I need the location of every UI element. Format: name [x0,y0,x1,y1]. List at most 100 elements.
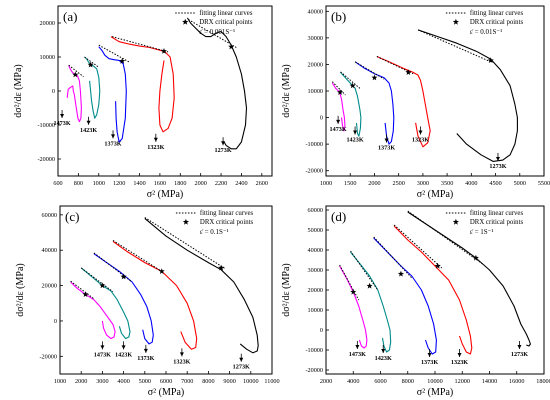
y-tick-label: 40000 [308,247,323,254]
temperature-label: 1273K [233,364,250,371]
y-axis-label: dσ²/dε (MPa) [281,263,292,316]
y-tick-label: 40000 [308,8,323,15]
fit-line-1323K [393,224,443,269]
curve-1423K [80,267,131,340]
x-axis-label: σ² (MPa) [147,189,183,200]
temperature-label: 1323K [173,358,190,365]
x-tick-label: 2000 [368,180,380,187]
drx-point-1423K [87,61,94,68]
y-tick-label: -20000 [305,367,323,374]
x-tick-label: 800 [74,180,83,187]
x-tick-label: 2200 [215,180,227,187]
drx-point-1373K [397,270,404,277]
panel-label: (d) [331,209,346,224]
arrow-head-icon [86,120,91,125]
series-1323K: 1323K [376,55,431,148]
series-1423K: 1423K [350,250,392,362]
arrow-head-icon [179,352,184,357]
fit-line-1423K [80,267,114,293]
drx-point-1423K [366,282,373,289]
series-1423K: 1423K [340,71,364,143]
series-1473K: 1473K [330,81,347,133]
x-tick-label: 2000 [320,378,332,385]
series-1323K: 1323K [112,240,198,365]
fit-line-1273K [407,210,483,265]
arrow-head-icon [418,130,423,135]
x-tick-label: 12000 [455,378,470,385]
y-tick-label: 50000 [308,227,323,234]
curve-1423K [84,56,101,119]
series-1373K: 1373K [373,236,438,366]
curve-1373K [354,61,395,145]
arrow-head-icon [427,353,432,357]
curve-1473K [339,265,368,349]
y-tick-label: -10000 [37,122,55,129]
x-tick-label: 3000 [96,378,108,385]
fit-line-1473K [331,81,346,96]
fit-line-1273K [188,19,237,48]
y-tick-label: 60000 [308,207,323,214]
x-tick-label: 2600 [256,180,268,187]
series-1473K: 1473K [53,64,84,127]
x-tick-label: 1000 [320,180,332,187]
y-tick-label: 10000 [308,88,323,95]
curve-1273K [417,29,518,162]
arrow-head-icon [239,357,244,362]
temperature-label: 1273K [511,351,528,358]
y-tick-label: 0 [52,88,55,95]
temperature-label: 1273K [489,163,506,170]
drx-point-1423K [99,282,106,289]
x-tick-label: 7000 [181,378,193,385]
panel-label: (b) [331,9,346,24]
y-tick-label: -10000 [305,141,323,148]
drx-point-1323K [405,69,412,75]
fit-line-1273K [144,217,226,270]
drx-point-1323K [160,48,167,54]
temperature-label: 1423K [80,127,97,134]
series-1373K: 1373K [93,252,155,362]
x-tick-label: 5500 [538,180,550,187]
x-axis-label: σ² (MPa) [417,189,453,200]
x-tick-label: 10000 [243,378,258,385]
fit-line-1473K [339,264,360,301]
y-tick-label: -20000 [39,353,57,360]
y-tick-label: 20000 [308,61,323,68]
x-tick-label: 3500 [441,180,453,187]
legend-fit-label: fitting linear curves [200,210,254,217]
temperature-label: 1273K [214,147,231,154]
y-tick-label: 60000 [42,212,57,219]
y-axis-label: dσ²/dε (MPa) [281,64,292,117]
arrow-head-icon [495,157,500,162]
panel-label: (c) [65,209,79,224]
y-tick-label: 0 [320,115,323,122]
y-tick-label: 30000 [308,267,323,274]
x-tick-label: 11000 [264,378,279,385]
series-1373K: 1373K [354,61,395,151]
y-tick-label: 30000 [308,35,323,42]
strain-rate-label: ε̇ = 1S⁻¹ [470,228,494,236]
series-1373K: 1373K [98,44,130,147]
series-1273K: 1273K [144,217,259,371]
x-tick-label: 4500 [489,180,501,187]
curve-1473K [70,281,116,340]
drx-point-1323K [158,268,165,274]
series-1273K: 1273K [407,210,531,358]
y-tick-label: 40000 [42,247,57,254]
x-tick-label: 4000 [465,180,477,187]
drx-point-1373K [119,57,126,64]
x-tick-label: 1200 [113,180,125,187]
series-1273K: 1273K [186,17,248,154]
temperature-label: 1473K [94,351,111,358]
x-tick-label: 1600 [154,180,166,187]
chart-panel-4: 2000 4000 6000 8000 10000 12000 14000 16000 1800… [281,205,550,398]
series-1423K: 1423K [80,267,132,358]
drx-point-1273K [218,264,225,271]
curve-1423K [350,251,392,353]
y-tick-label: -20000 [305,168,323,175]
temperature-label: 1373K [137,355,154,362]
curve-1273K [186,17,248,150]
panel-label: (a) [63,9,77,24]
fit-line-1323K [111,36,169,53]
drx-point-1373K [371,74,378,81]
curve-1273K [407,211,531,347]
